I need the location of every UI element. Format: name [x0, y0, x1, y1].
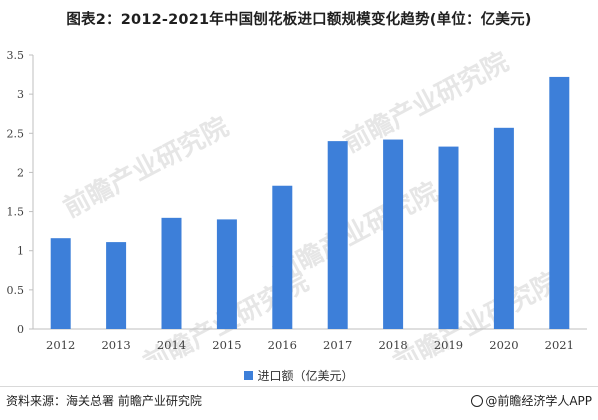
watermark-text: 前瞻产业研究院 — [58, 111, 233, 224]
y-tick-label: 2.5 — [7, 127, 25, 140]
x-tick-label: 2015 — [212, 338, 241, 352]
bar-chart: 前瞻产业研究院前瞻产业研究院前瞻产业研究院前瞻产业研究院前瞻产业研究院 0 0.5… — [7, 46, 587, 360]
legend-label: 进口额（亿美元） — [257, 369, 354, 383]
bar — [272, 185, 293, 329]
legend-swatch — [244, 371, 254, 380]
x-tick-label: 2021 — [545, 338, 574, 352]
bar — [161, 217, 182, 329]
bar — [327, 141, 348, 329]
footer-divider — [0, 386, 598, 387]
bar — [216, 219, 237, 329]
bar — [438, 146, 459, 329]
brand-logo-icon — [471, 394, 484, 407]
source-note: 资料来源：海关总署 前瞻产业研究院 — [6, 394, 202, 408]
chart-title: 图表2：2012-2021年中国刨花板进口额规模变化趋势(单位：亿美元) — [66, 12, 532, 28]
watermark-text: 前瞻产业研究院 — [388, 266, 563, 360]
y-tick-label: 1 — [17, 245, 24, 258]
y-tick-label: 1.5 — [7, 206, 25, 219]
y-tick-label: 3.5 — [7, 49, 25, 62]
y-tick-label: 3 — [17, 88, 24, 101]
bar — [493, 127, 514, 329]
y-tick-label: 2 — [17, 166, 24, 179]
y-tick-label: 0 — [17, 323, 24, 336]
watermark-layer: 前瞻产业研究院前瞻产业研究院前瞻产业研究院前瞻产业研究院前瞻产业研究院 — [58, 46, 563, 360]
x-tick-label: 2013 — [101, 338, 130, 352]
bar — [106, 242, 127, 329]
watermark-text: 前瞻产业研究院 — [338, 46, 513, 159]
brand-label: @前瞻经济学人APP — [485, 394, 592, 408]
y-tick-label: 0.5 — [7, 284, 25, 297]
labels-layer: 2012 2013 2014 2015 2016 2017 2018 2019 2020 2021 — [46, 338, 574, 352]
brand-credit: @前瞻经济学人APP — [471, 392, 592, 409]
legend: 进口额（亿美元） — [0, 367, 598, 384]
x-tick-label: 2019 — [434, 338, 463, 352]
x-tick-label: 2016 — [268, 338, 297, 352]
bars-layer — [50, 76, 570, 329]
bar — [549, 76, 570, 329]
x-tick-label: 2020 — [489, 338, 518, 352]
x-tick-label: 2014 — [157, 338, 186, 352]
x-tick-label: 2018 — [378, 338, 407, 352]
bar — [50, 238, 71, 329]
x-tick-label: 2017 — [323, 338, 352, 352]
x-tick-label: 2012 — [46, 338, 75, 352]
bar — [383, 139, 404, 329]
